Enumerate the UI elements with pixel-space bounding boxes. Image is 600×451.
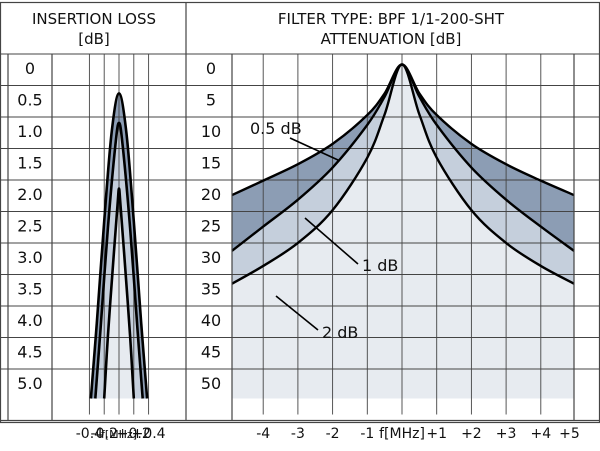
- right-x-tick-label: f[MHz]: [379, 426, 425, 442]
- right-y-tick-label: 50: [201, 374, 221, 393]
- right-y-tick-label: 40: [201, 311, 221, 330]
- attenuation-curve-2-dB: [231, 63, 575, 285]
- right-x-tick-label: -4: [256, 426, 270, 442]
- annotation-leader: [289, 137, 339, 161]
- curves: [89, 63, 575, 399]
- right-x-tick-label: +2: [461, 426, 482, 442]
- left-x-tick-label: -0.4: [76, 426, 103, 442]
- left-panel-title-line2: [dB]: [78, 30, 110, 48]
- insertion-loss-curve-1: [89, 92, 149, 399]
- right-y-tick-label: 30: [201, 248, 221, 267]
- left-x-tick-label: -0.2: [91, 426, 118, 442]
- right-panel-title-line1: FILTER TYPE: BPF 1/1-200-SHT: [278, 10, 505, 28]
- right-x-tick-label: +4: [530, 426, 551, 442]
- right-y-tick-label: 25: [201, 217, 221, 236]
- insertion-loss-curve-2: [94, 121, 144, 399]
- attenuation-fill: [232, 64, 574, 399]
- annotations: 0.5 dB 1 dB 2 dB: [250, 119, 398, 342]
- right-x-tick-label: -3: [291, 426, 305, 442]
- left-y-tick-label: 0: [25, 59, 35, 78]
- right-y-tick-label: 5: [206, 91, 216, 110]
- left-x-tick-label: f[MHz]: [101, 428, 137, 441]
- right-y-tick-label: 20: [201, 185, 221, 204]
- left-y-tick-label: 4.0: [17, 311, 42, 330]
- annotation-label: 0.5 dB: [250, 119, 302, 138]
- right-y-tick-label: 15: [201, 154, 221, 173]
- right-x-tick-label: +5: [559, 426, 580, 442]
- left-y-tick-label: 1.0: [17, 122, 42, 141]
- left-y-tick-label: 4.5: [17, 343, 42, 362]
- left-panel-title-line1: INSERTION LOSS: [32, 10, 156, 28]
- annotation-label: 1 dB: [362, 256, 398, 275]
- attenuation-band-3: [232, 64, 574, 399]
- annotation-leader: [275, 295, 319, 331]
- left-y-tick-label: 2.0: [17, 185, 42, 204]
- right-y-tick-label: 0: [206, 59, 216, 78]
- right-panel-title-line2: ATTENUATION [dB]: [321, 30, 462, 48]
- right-x-tick-label: -1: [360, 426, 374, 442]
- left-x-tick-label: +0.4: [132, 426, 166, 442]
- right-y-tick-label: 45: [201, 343, 221, 362]
- insertion-loss-curve-3: [102, 187, 136, 399]
- right-y-tick-label: 35: [201, 280, 221, 299]
- left-y-tick-label: 1.5: [17, 154, 42, 173]
- left-y-tick-label: 3.5: [17, 280, 42, 299]
- left-y-tick-label: 5.0: [17, 374, 42, 393]
- right-x-tick-label: +1: [426, 426, 447, 442]
- grid-lines: [0, 53, 600, 415]
- left-y-tick-label: 3.0: [17, 248, 42, 267]
- right-x-tick-label: +3: [496, 426, 517, 442]
- annotation-leader: [304, 217, 359, 265]
- left-x-tick-label: +0.2: [117, 426, 151, 442]
- tick-labels: 0 0.5 1.0 1.5 2.0 2.5 3.0 3.5 4.0 4.5 5.0 0 5 10 15 20 2…: [17, 59, 580, 442]
- right-y-tick-label: 10: [201, 122, 221, 141]
- left-y-tick-label: 2.5: [17, 217, 42, 236]
- left-y-tick-label: 0.5: [17, 91, 42, 110]
- annotation-label: 2 dB: [322, 323, 358, 342]
- right-x-tick-label: -2: [326, 426, 340, 442]
